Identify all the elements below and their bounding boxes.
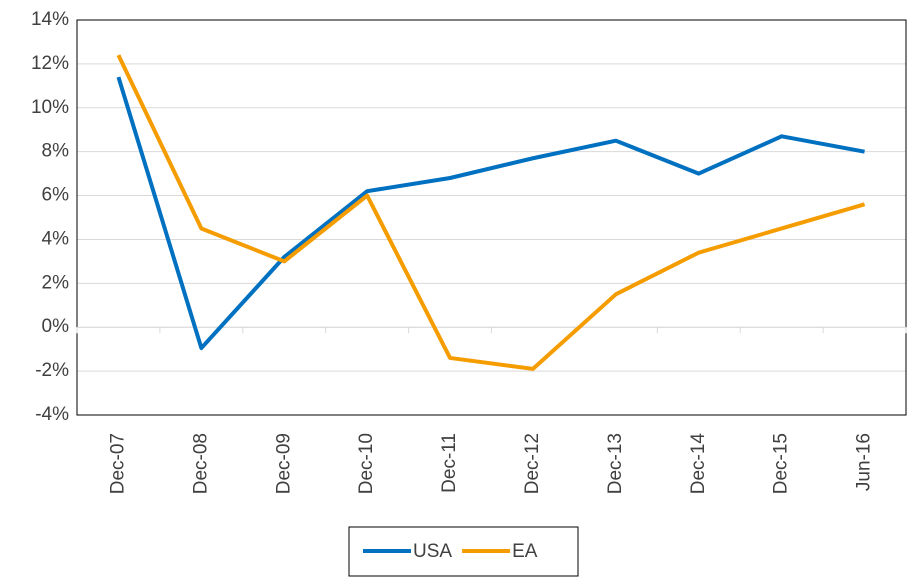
legend-label: USA bbox=[413, 541, 452, 562]
y-tick-label: 2% bbox=[42, 272, 70, 293]
y-tick-label: 6% bbox=[42, 185, 70, 206]
y-tick-label: -4% bbox=[35, 404, 69, 425]
y-tick-label: 12% bbox=[31, 53, 69, 74]
x-tick-label: Dec-12 bbox=[522, 433, 543, 494]
x-tick-label: Jun-16 bbox=[854, 433, 875, 491]
line-series bbox=[116, 54, 866, 371]
legend: USA EA bbox=[348, 526, 579, 577]
line-series bbox=[116, 76, 865, 351]
x-tick-label: Dec-07 bbox=[107, 433, 128, 494]
x-tick-label: Dec-08 bbox=[190, 433, 211, 494]
y-tick-label: -2% bbox=[35, 360, 69, 381]
y-tick-label: 8% bbox=[42, 141, 70, 162]
x-tick-label: Dec-14 bbox=[688, 433, 709, 495]
legend-label: EA bbox=[512, 541, 538, 562]
y-tick-label: 10% bbox=[31, 97, 69, 118]
y-tick-label: 0% bbox=[42, 316, 70, 337]
x-tick-label: Dec-15 bbox=[771, 433, 792, 494]
plot-border bbox=[76, 19, 907, 416]
x-tick-label: Dec-11 bbox=[439, 433, 460, 493]
x-tick-label: Dec-10 bbox=[356, 433, 377, 494]
y-tick-label: 14% bbox=[31, 9, 69, 30]
x-tick-label: Dec-13 bbox=[605, 433, 626, 494]
x-tick-label: Dec-09 bbox=[273, 433, 294, 494]
y-tick-label: 4% bbox=[42, 228, 70, 249]
